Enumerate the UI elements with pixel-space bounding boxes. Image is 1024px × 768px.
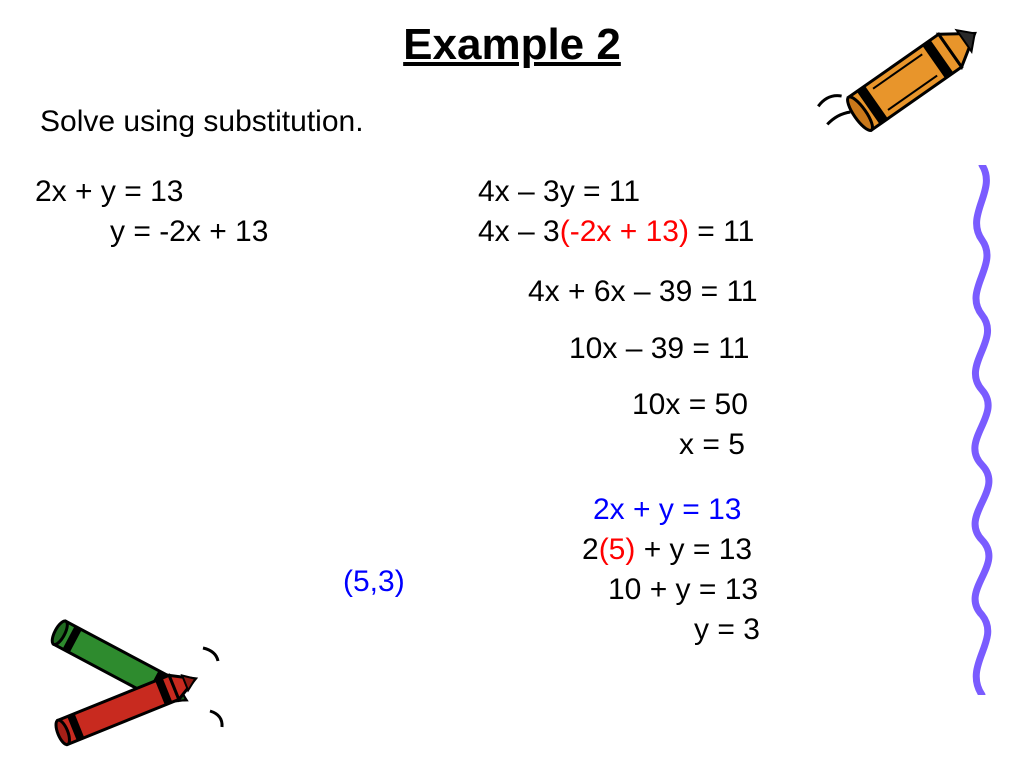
back-sub: 2(5) + y = 13 bbox=[582, 533, 752, 567]
sub-red: (-2x + 13) bbox=[560, 215, 689, 248]
page-title: Example 2 bbox=[403, 20, 621, 70]
back-red: (5) bbox=[599, 533, 636, 566]
squiggle-right-icon bbox=[958, 165, 1006, 695]
sub-pre: 4x – 3 bbox=[478, 215, 560, 248]
right-step2: 10x – 39 = 11 bbox=[569, 332, 749, 366]
right-eq1: 4x – 3y = 11 bbox=[478, 175, 640, 209]
back-eq: 2x + y = 13 bbox=[593, 493, 741, 527]
back-step3: y = 3 bbox=[694, 613, 760, 647]
crayon-top-right-icon bbox=[806, 0, 996, 170]
right-step1: 4x + 6x – 39 = 11 bbox=[528, 275, 758, 309]
right-step3: 10x = 50 bbox=[632, 388, 748, 422]
back-step2: 10 + y = 13 bbox=[608, 573, 758, 607]
right-step4: x = 5 bbox=[679, 428, 745, 462]
back-post: + y = 13 bbox=[635, 533, 752, 566]
right-sub: 4x – 3(-2x + 13) = 11 bbox=[478, 215, 754, 249]
left-eq2: y = -2x + 13 bbox=[110, 215, 268, 249]
subtitle: Solve using substitution. bbox=[40, 105, 364, 139]
sub-post: = 11 bbox=[689, 215, 754, 248]
crayons-bottom-left-icon bbox=[18, 603, 228, 758]
answer: (5,3) bbox=[343, 565, 405, 599]
back-pre: 2 bbox=[582, 533, 599, 566]
left-eq1: 2x + y = 13 bbox=[35, 175, 183, 209]
